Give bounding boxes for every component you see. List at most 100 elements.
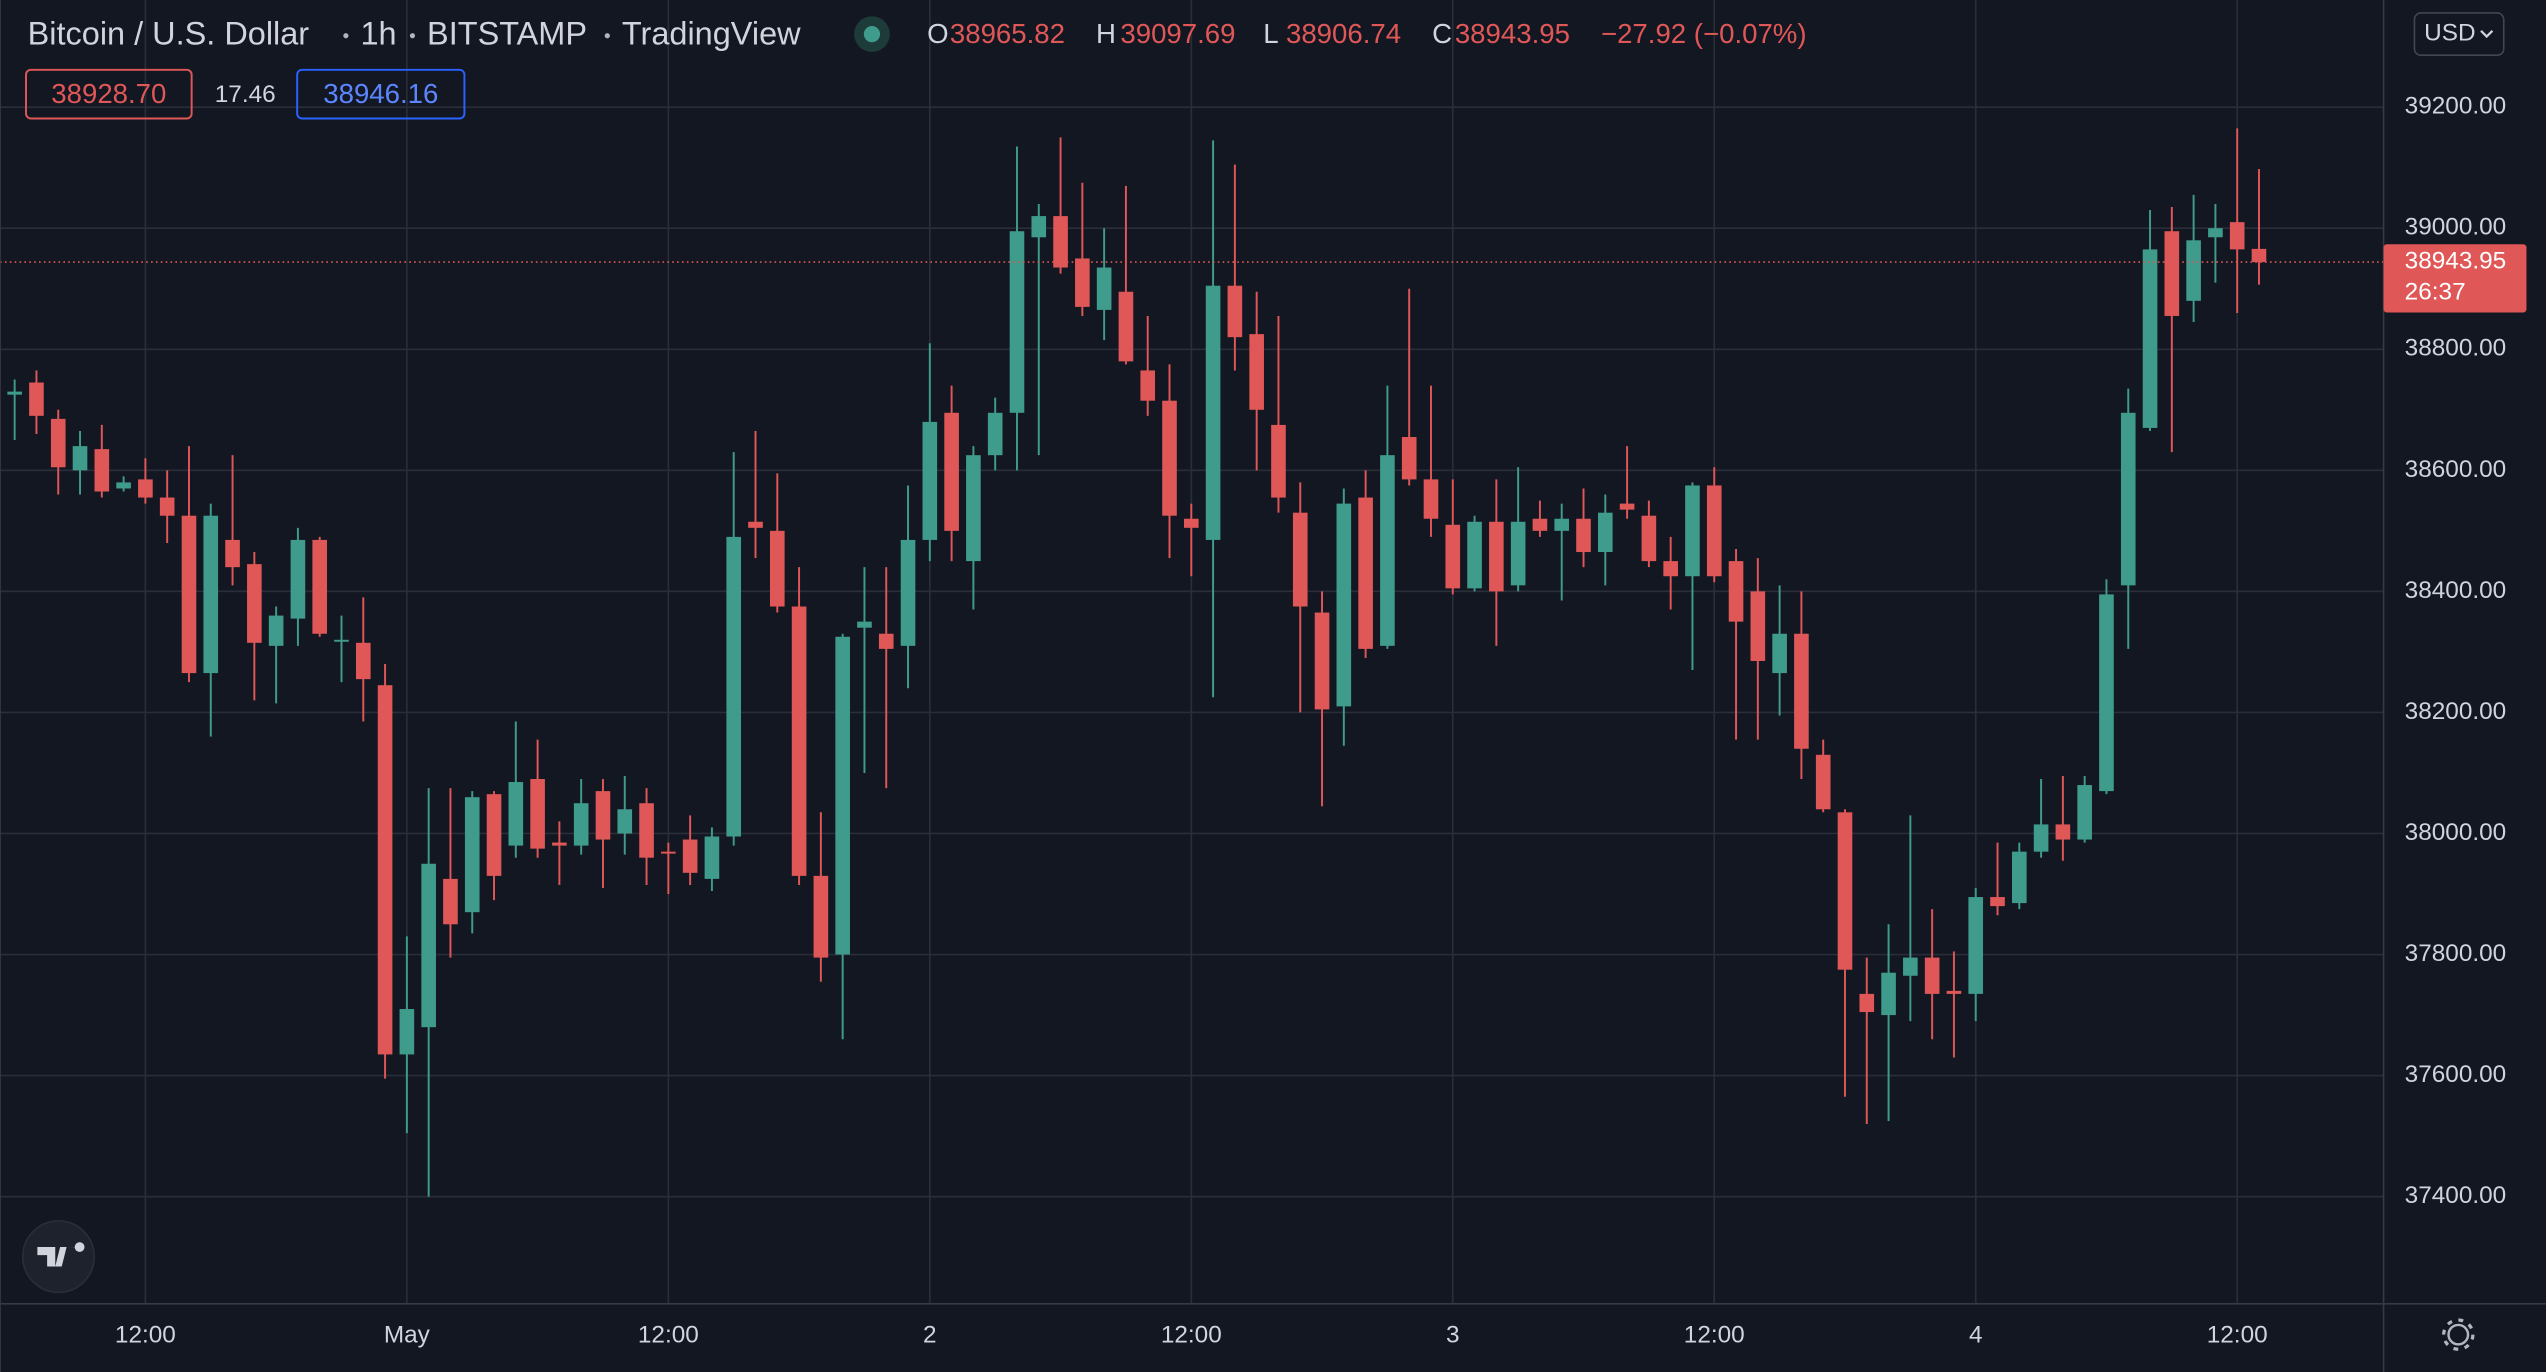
- close-label: C: [1432, 18, 1452, 49]
- gear-teeth[interactable]: [2442, 1318, 2475, 1351]
- currency-label[interactable]: USD: [2424, 20, 2475, 47]
- tradingview-logo[interactable]: [21, 1220, 96, 1294]
- candle-body: [1619, 503, 1635, 510]
- candle-body: [1728, 561, 1744, 622]
- last-price-label: 38943.95: [2405, 248, 2507, 275]
- candle-body: [1576, 518, 1591, 553]
- candle-body: [1489, 521, 1504, 592]
- candle-body: [835, 636, 850, 955]
- candle-body: [2229, 222, 2245, 250]
- low-label: L: [1263, 18, 1278, 49]
- bid-price[interactable]: 38928.70: [51, 78, 166, 109]
- candle-body: [181, 515, 197, 674]
- currency-chevron[interactable]: [2480, 30, 2494, 39]
- candle-body: [617, 809, 633, 834]
- candle-body: [1009, 231, 1025, 413]
- last-price-tag: 38943.95 26:37: [2383, 244, 2527, 313]
- candle-body: [1205, 285, 1221, 540]
- low-value: 38906.74: [1286, 18, 1401, 49]
- candle-body: [355, 642, 371, 680]
- candle-body: [1772, 633, 1787, 674]
- candle-body: [1183, 518, 1199, 528]
- ask-price[interactable]: 38946.16: [323, 78, 438, 109]
- candle-body: [1053, 216, 1068, 268]
- candle-body: [1445, 524, 1461, 589]
- candle-body: [486, 794, 502, 876]
- x-tick-label: 12:00: [2207, 1322, 2268, 1349]
- bid-box[interactable]: [25, 68, 193, 120]
- x-tick-label: May: [384, 1322, 431, 1349]
- currency-button[interactable]: [2413, 12, 2505, 57]
- candle-body: [225, 539, 240, 568]
- symbol-title: Bitcoin / U.S. Dollar: [28, 15, 310, 51]
- spread: 17.46: [215, 81, 276, 108]
- candle-body: [1423, 479, 1439, 519]
- candle-body: [1118, 291, 1134, 362]
- candle-body: [682, 839, 698, 873]
- candle-body: [1815, 754, 1831, 810]
- change: −27.92 (−0.07%): [1601, 18, 1807, 49]
- candle-body: [443, 878, 458, 925]
- candle-body: [1292, 512, 1308, 607]
- candle-body: [922, 421, 938, 540]
- candle-body: [1663, 561, 1678, 577]
- y-tick-label: 38800.00: [2405, 335, 2507, 362]
- candle-body: [595, 791, 611, 840]
- candle-body: [748, 521, 763, 528]
- y-tick-label: 38000.00: [2405, 819, 2507, 846]
- separator: [343, 33, 349, 39]
- candle-body: [1859, 993, 1875, 1013]
- candle-body: [1794, 633, 1809, 749]
- candle-body: [2033, 824, 2049, 852]
- high-label: H: [1096, 18, 1116, 49]
- candle-body: [944, 412, 959, 531]
- candle-body: [857, 621, 872, 628]
- candle-body: [1837, 812, 1853, 970]
- open-label: O: [927, 18, 948, 49]
- candle-body: [1249, 334, 1264, 410]
- candle-body: [50, 418, 66, 468]
- y-tick-label: 39000.00: [2405, 214, 2507, 241]
- logo-mark[interactable]: [37, 1242, 85, 1267]
- y-tick-label: 38600.00: [2405, 456, 2507, 483]
- candle-body: [2077, 785, 2092, 840]
- exchange: BITSTAMP: [427, 15, 587, 51]
- candle-body: [573, 803, 589, 846]
- x-tick-label: 12:00: [115, 1322, 176, 1349]
- open-value: 38965.82: [950, 18, 1065, 49]
- separator: [409, 33, 416, 39]
- settings-gear[interactable]: [2442, 1318, 2475, 1351]
- candle-body: [72, 446, 88, 471]
- candle-body: [704, 836, 720, 879]
- candle-body: [203, 515, 219, 674]
- x-tick-label: 3: [1446, 1322, 1460, 1349]
- y-tick-label: 37600.00: [2405, 1061, 2507, 1088]
- candle-body: [399, 1009, 415, 1055]
- candle-body: [2099, 594, 2114, 792]
- candle-body: [94, 449, 110, 492]
- candle-body: [29, 382, 44, 416]
- candle-body: [1162, 400, 1177, 516]
- y-tick-label: 37400.00: [2405, 1182, 2507, 1209]
- candle-body: [1903, 957, 1918, 976]
- candle-body: [421, 863, 436, 1028]
- candle-body: [1510, 521, 1526, 586]
- source: TradingView: [622, 15, 801, 51]
- candle-body: [334, 639, 349, 642]
- candle-body: [900, 539, 916, 646]
- close-value: 38943.95: [1455, 18, 1570, 49]
- candle-body: [138, 479, 153, 498]
- gear-ring[interactable]: [2447, 1323, 2470, 1346]
- ask-box[interactable]: [296, 68, 466, 120]
- market-status-dot[interactable]: [863, 25, 881, 43]
- candle-body: [661, 851, 676, 854]
- candle-body: [1968, 897, 1984, 994]
- candle-body: [7, 391, 22, 395]
- candle-body: [987, 412, 1003, 456]
- candle-body: [508, 782, 524, 846]
- candles: [0, 128, 2384, 1197]
- y-tick-label: 38400.00: [2405, 577, 2507, 604]
- candle-body: [1271, 424, 1286, 498]
